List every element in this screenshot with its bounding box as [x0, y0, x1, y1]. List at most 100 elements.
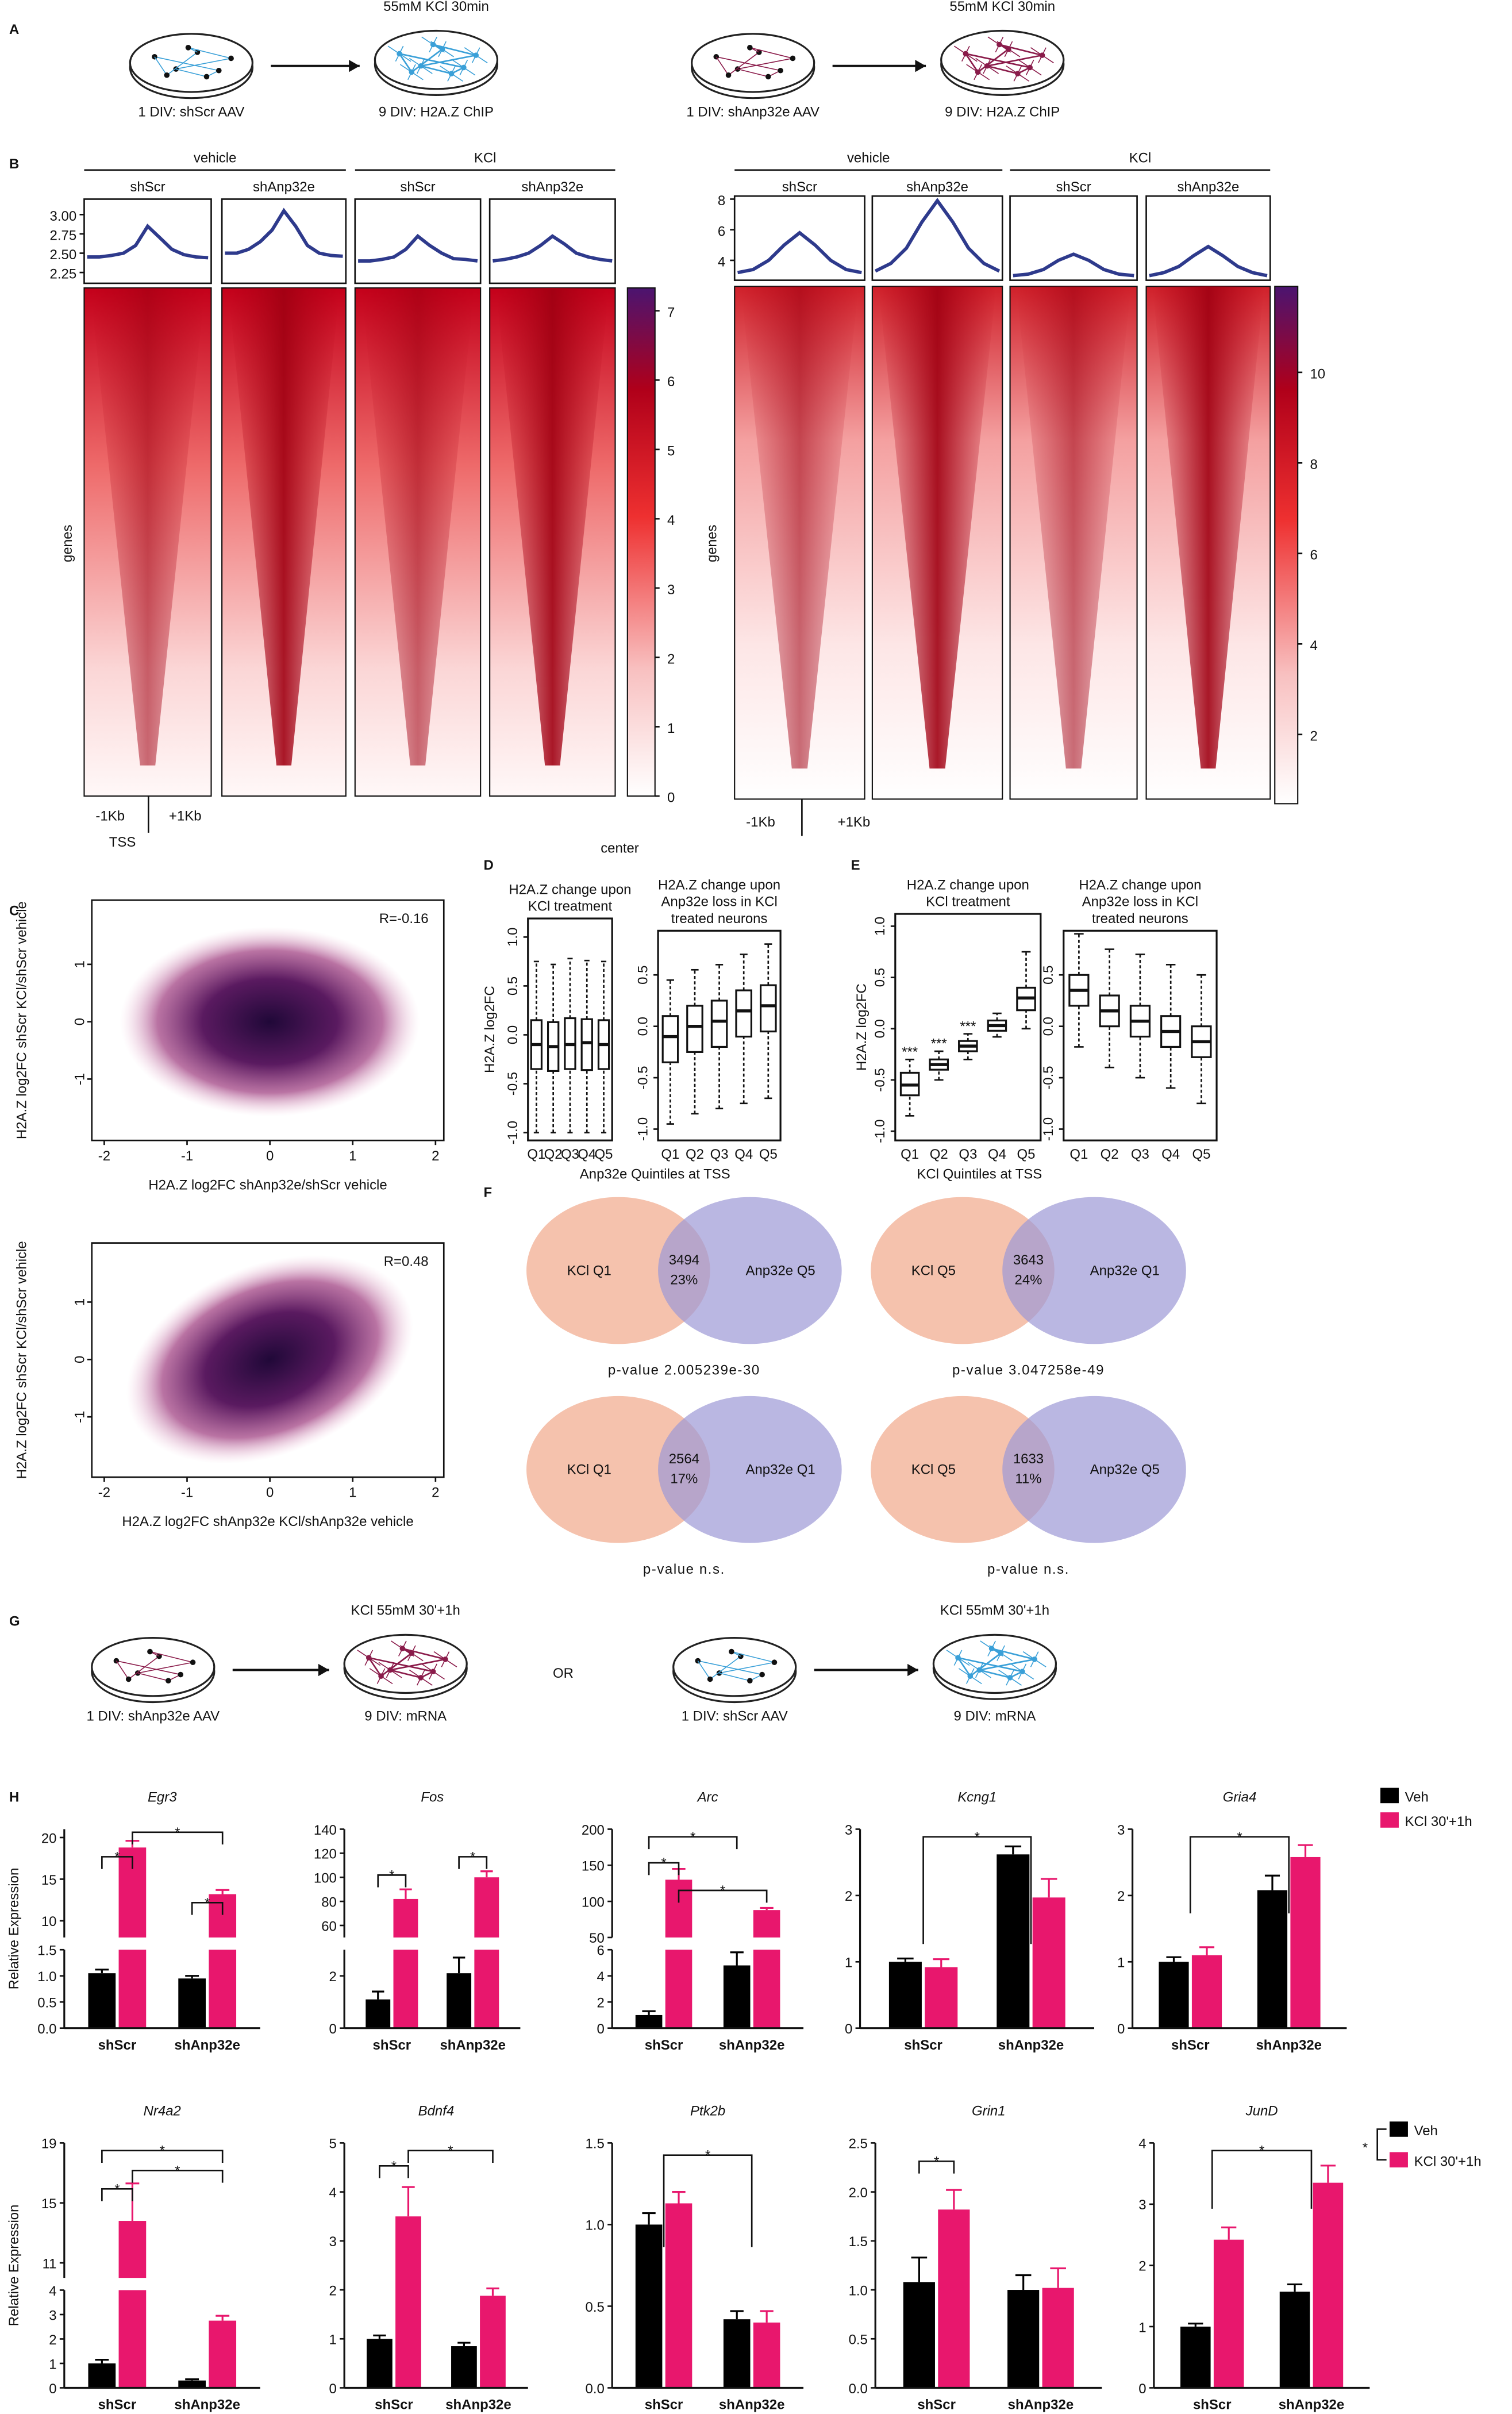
- neurite: [411, 48, 443, 73]
- profile-frame: [1009, 195, 1138, 281]
- annotation: R=-0.16: [379, 911, 429, 927]
- chart-title: Kcng1: [957, 1790, 997, 1805]
- significance-bracket: [377, 1874, 407, 1888]
- bar: [753, 2322, 780, 2388]
- significance: *: [1237, 1829, 1242, 1845]
- neurite: [957, 1657, 971, 1677]
- neuron: [1007, 1675, 1013, 1681]
- neuron: [747, 1678, 753, 1683]
- neurite: [380, 1652, 413, 1677]
- neuron: [729, 1648, 734, 1655]
- y-tick-label: 0.0: [872, 1019, 888, 1038]
- significance: *: [114, 2181, 120, 2197]
- venn-overlap: 3494: [669, 1252, 699, 1268]
- dish-rim: [374, 29, 499, 90]
- y-tick-label: 0: [845, 2021, 852, 2037]
- dish-rim: [91, 1637, 216, 1697]
- bar: [1032, 1897, 1065, 2028]
- x-tick-label: Q4: [578, 1147, 596, 1162]
- bar: [1213, 2239, 1244, 2388]
- colorbar-label: 1: [667, 721, 675, 736]
- dish-rim: [129, 33, 253, 93]
- neuron: [166, 1678, 171, 1683]
- y-tick-label: -0.5: [505, 1072, 521, 1095]
- y-tick-label: 1.0: [505, 928, 521, 947]
- x-axis-label: H2A.Z log2FC shAnp32e/shScr vehicle: [148, 1177, 387, 1193]
- bar: [925, 1967, 958, 2028]
- x-tick-label: 0: [266, 1485, 274, 1501]
- colorbar-label: 8: [1310, 457, 1317, 472]
- x-tick-label: Q3: [1131, 1147, 1149, 1162]
- dish-rim: [672, 1637, 797, 1697]
- profile-line: [358, 233, 478, 263]
- axis-break: [345, 1937, 522, 1950]
- x-tick-label: Q1: [527, 1147, 545, 1162]
- bar: [635, 2224, 663, 2388]
- x-tick-label: shAnp32e: [998, 2038, 1064, 2053]
- neurite: [969, 1652, 1002, 1677]
- schematic-text: 1 DIV: shAnp32e AAV: [686, 105, 820, 120]
- colorbar-label: 5: [667, 444, 675, 459]
- y-tick-label: 2: [845, 1889, 852, 1904]
- neurite: [420, 65, 452, 75]
- bar: [209, 2320, 237, 2388]
- arrow-head: [349, 60, 360, 72]
- neurite: [116, 1660, 181, 1675]
- plot-title: H2A.Z change upon: [658, 877, 780, 893]
- significance: *: [391, 2158, 397, 2174]
- neurite: [991, 1647, 1035, 1660]
- plot-title: treated neurons: [1092, 911, 1188, 927]
- y-tick-label: 3: [49, 2308, 56, 2323]
- y-axis-label: H2A.Z log2FC: [482, 986, 498, 1073]
- y-tick-label: 50: [589, 1931, 605, 1946]
- venn-overlap: 3643: [1013, 1252, 1044, 1268]
- y-tick-label: 0.0: [849, 2381, 868, 2397]
- x-tick-label: 2: [432, 1148, 439, 1164]
- y-axis-label: H2A.Z log2FC shScr KCl/shScr vehicle: [14, 901, 29, 1139]
- bar: [635, 2015, 663, 2028]
- axis-break: [613, 1937, 805, 1950]
- schematic-text: 9 DIV: mRNA: [953, 1708, 1036, 1724]
- legend-swatch: [1380, 1812, 1399, 1828]
- x-tick-label: shAnp32e: [1279, 2397, 1344, 2413]
- dish-rim: [940, 29, 1065, 90]
- bar: [209, 1894, 237, 2028]
- x-tick-label: Q5: [1017, 1147, 1036, 1162]
- plot-title: Anp32e loss in KCl: [661, 894, 777, 910]
- neuron: [430, 1669, 436, 1674]
- significance: *: [470, 1849, 475, 1865]
- y-tick-label: -0.5: [635, 1066, 651, 1089]
- x-axis-label: KCl Quintiles at TSS: [917, 1167, 1042, 1182]
- heatmap-core: [740, 286, 859, 769]
- neuron: [164, 72, 170, 78]
- y-tick-label: 0.5: [37, 1996, 56, 2011]
- y-tick-label: 3.00: [50, 209, 77, 224]
- schematic-text: 1 DIV: shScr AAV: [138, 105, 244, 120]
- venn-percent: 11%: [1015, 1471, 1041, 1487]
- bar: [366, 1999, 391, 2028]
- venn-right: [1002, 1396, 1186, 1543]
- profile-line: [225, 207, 343, 258]
- anchor-label: center: [601, 841, 639, 856]
- neurite: [719, 1673, 751, 1681]
- neuron: [771, 1659, 778, 1666]
- neuron: [125, 1676, 132, 1682]
- bar: [903, 2282, 935, 2388]
- bar: [665, 1879, 692, 2028]
- y-tick-label: 3: [1138, 2197, 1146, 2213]
- significance-bracket: [458, 1856, 488, 1869]
- venn-percent: 17%: [670, 1471, 698, 1487]
- x-tick-label: shScr: [917, 2397, 956, 2413]
- y-tick-label: 0.0: [505, 1025, 521, 1044]
- group-label: vehicle: [194, 151, 237, 166]
- y-tick-label: 0: [1117, 2021, 1125, 2037]
- y-axis-label: Relative Expression: [6, 2205, 22, 2327]
- x-tick-label: -1Kb: [746, 814, 775, 830]
- box: [710, 1000, 728, 1048]
- heatmap-core: [1016, 286, 1131, 769]
- neurite: [166, 52, 198, 76]
- chart-title: Bdnf4: [418, 2103, 455, 2119]
- significance-bracket: [132, 1831, 224, 1845]
- x-tick-label: Q5: [1192, 1147, 1210, 1162]
